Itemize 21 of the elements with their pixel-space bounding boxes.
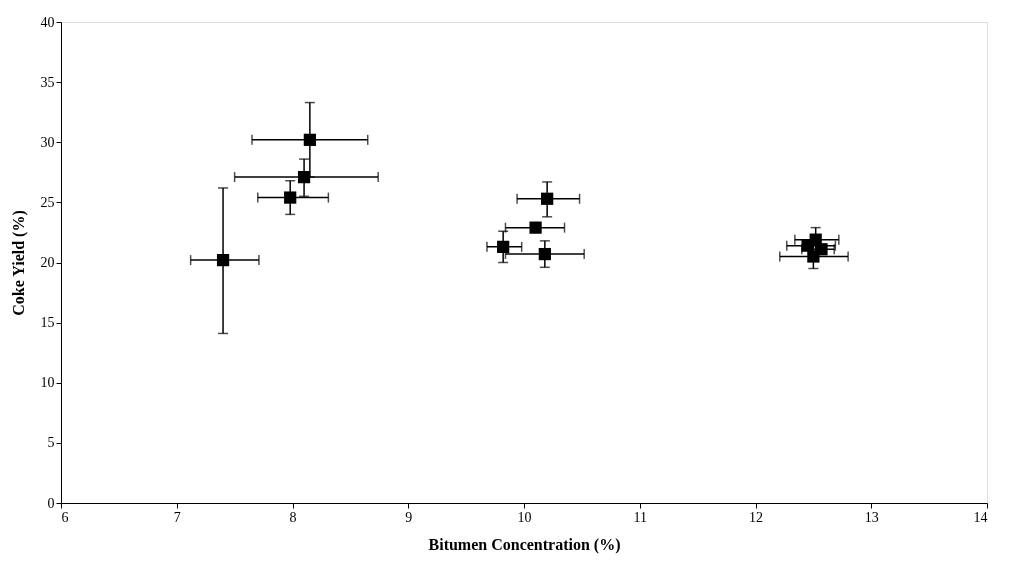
y-tick-label: 0 (47, 495, 55, 511)
y-tick-label: 15 (40, 315, 55, 331)
x-tick-label: 13 (864, 509, 879, 525)
x-tick-label: 6 (61, 509, 69, 525)
y-tick-label: 10 (40, 375, 55, 391)
y-axis-title: Coke Yield (%) (9, 210, 28, 316)
y-tick-label: 25 (40, 194, 55, 210)
y-tick-label: 30 (40, 134, 55, 150)
y-tick-label: 40 (40, 14, 55, 30)
x-tick-label: 7 (173, 509, 181, 525)
y-tick-label: 35 (40, 74, 55, 90)
x-tick-label: 10 (517, 509, 532, 525)
x-tick-label: 8 (289, 509, 297, 525)
point (529, 221, 542, 234)
x-tick-label: 11 (633, 509, 647, 525)
x-tick-label: 12 (749, 509, 763, 525)
y-tick-label: 5 (47, 435, 55, 451)
x-tick-label: 9 (405, 509, 413, 525)
x-axis-title: Bitumen Concentration (%) (428, 535, 621, 554)
y-tick-label: 20 (40, 255, 55, 270)
x-tick-label: 14 (973, 509, 988, 525)
